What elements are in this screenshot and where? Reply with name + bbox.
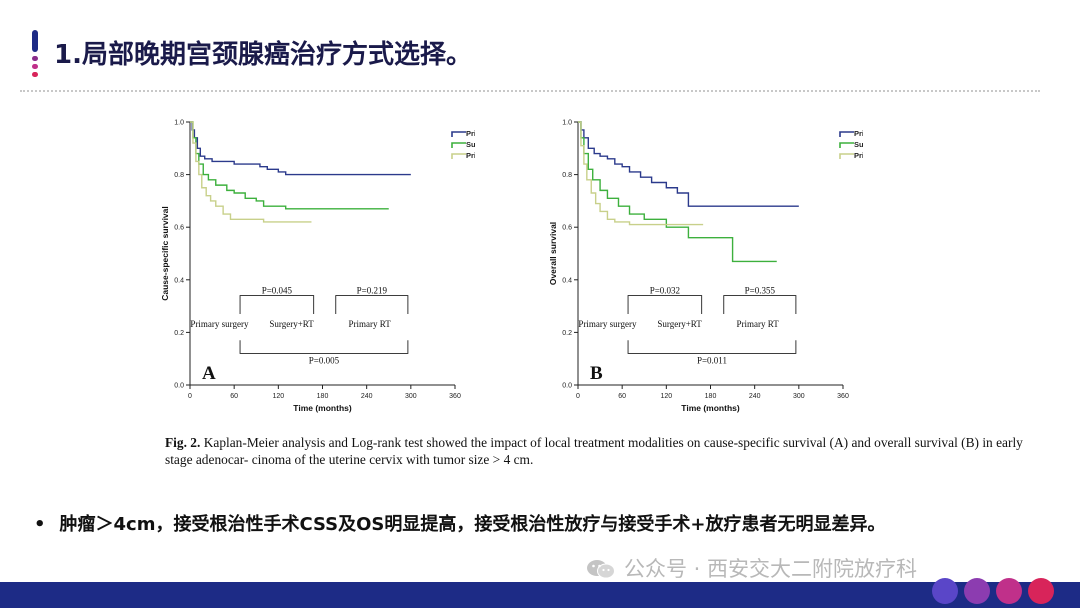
chart-a-cause-specific-survival: 0 60 120 180 240 300 360 0.0 0.2 0.4 0.6 0.8 1.0 Time…: [160, 120, 475, 414]
legend-swatch: [839, 131, 854, 137]
legend-entry: Primary RT: [466, 151, 475, 160]
legend-entry: Surgery+RT: [466, 140, 475, 149]
x-tick-label: 180: [317, 393, 329, 400]
annotation-bracket: [335, 295, 409, 314]
y-tick-label: 0.6: [174, 225, 184, 232]
annotation-bracket: [627, 340, 797, 354]
annotation-p-value: P=0.045: [262, 286, 293, 296]
series-line-surgery-rt: [190, 121, 389, 210]
panel-label: A: [202, 363, 216, 384]
x-tick-label: 240: [749, 393, 761, 400]
figure-caption: Fig. 2. Kaplan-Meier analysis and Log-ra…: [165, 434, 1045, 468]
x-tick-label: 0: [576, 393, 580, 400]
y-tick-label: 1.0: [174, 120, 184, 127]
y-tick-label: 0.8: [562, 172, 572, 179]
annotation-p-value: P=0.355: [745, 286, 776, 296]
annotation-bracket: [723, 295, 797, 314]
footer-decor-circles: [914, 572, 1064, 608]
legend-entry: Primary RT: [854, 151, 863, 160]
wechat-icon: [587, 560, 615, 579]
decor-circle: [996, 578, 1022, 604]
annotation-p-value: P=0.032: [650, 286, 680, 296]
x-axis-label: Time (months): [293, 403, 352, 413]
annotation-group-label: Primary RT: [349, 319, 392, 329]
y-tick-label: 0.0: [174, 383, 184, 390]
panel-label: B: [590, 363, 603, 384]
bullet-text: 肿瘤＞4cm，接受根治性手术CSS及OS明显提高，接受根治性放疗与接受手术+放疗…: [59, 514, 886, 535]
annotation-bracket: [239, 340, 409, 354]
legend-swatch: [839, 142, 854, 148]
series-line-surgery-rt: [578, 121, 777, 263]
annotation-group-label: Surgery+RT: [269, 319, 314, 329]
chart-b-overall-survival: 0 60 120 180 240 300 360 0.0 0.2 0.4 0.6 0.8 1.0 Time…: [548, 120, 863, 414]
x-tick-label: 120: [272, 393, 284, 400]
series-line-primary-surgery: [190, 121, 411, 176]
x-tick-label: 360: [837, 393, 849, 400]
decor-circle: [964, 578, 990, 604]
x-tick-label: 120: [660, 393, 672, 400]
legend-swatch: [451, 131, 466, 137]
legend-swatch: [451, 153, 466, 159]
annotation-bracket: [239, 295, 315, 314]
annotation-group-label: Primary RT: [737, 319, 780, 329]
annotation-group-label: Surgery+RT: [657, 319, 702, 329]
y-axis-label: Overall survival: [548, 222, 558, 285]
bullet-point: • 肿瘤＞4cm，接受根治性手术CSS及OS明显提高，接受根治性放疗与接受手术+放…: [34, 510, 885, 536]
x-tick-label: 60: [618, 393, 626, 400]
annotation-group-label: Primary surgery: [190, 319, 249, 329]
annotation-p-value: P=0.005: [309, 355, 340, 365]
page-title: 1.局部晚期宫颈腺癌治疗方式选择。: [54, 40, 472, 70]
footer-band: [0, 582, 1080, 608]
x-axis-label: Time (months): [681, 403, 740, 413]
title-divider: [20, 90, 1040, 92]
legend-entry: Surgery+RT: [854, 140, 863, 149]
series-line-primary-rt: [578, 121, 704, 226]
bullet-dot-icon: •: [34, 514, 46, 535]
x-tick-label: 300: [793, 393, 805, 400]
caption-label: Fig. 2.: [165, 435, 201, 450]
y-tick-label: 0.0: [562, 383, 572, 390]
x-tick-label: 240: [361, 393, 373, 400]
title-accent-bar: [32, 30, 38, 78]
x-tick-label: 0: [188, 393, 192, 400]
annotation-p-value: P=0.219: [357, 286, 388, 296]
legend-entry: Primary surgery: [854, 129, 863, 138]
y-tick-label: 0.6: [562, 225, 572, 232]
y-tick-label: 0.8: [174, 172, 184, 179]
legend-swatch: [839, 153, 854, 159]
y-tick-label: 0.4: [562, 277, 572, 284]
x-tick-label: 360: [449, 393, 461, 400]
annotation-bracket: [627, 295, 703, 314]
y-tick-label: 0.4: [174, 277, 184, 284]
x-tick-label: 300: [405, 393, 417, 400]
series-line-primary-surgery: [578, 121, 799, 207]
legend-swatch: [451, 142, 466, 148]
annotation-group-label: Primary surgery: [578, 319, 637, 329]
legend-entry: Primary surgery: [466, 129, 475, 138]
decor-circle: [1028, 578, 1054, 604]
x-tick-label: 180: [705, 393, 717, 400]
watermark-text: 公众号 · 西安交大二附院放疗科: [624, 557, 918, 581]
y-tick-label: 0.2: [174, 330, 184, 337]
annotation-p-value: P=0.011: [697, 355, 727, 365]
decor-circle: [932, 578, 958, 604]
series-line-primary-rt: [190, 121, 312, 223]
x-tick-label: 60: [230, 393, 238, 400]
y-tick-label: 1.0: [562, 120, 572, 127]
y-axis-label: Cause-specific survival: [160, 206, 170, 301]
y-tick-label: 0.2: [562, 330, 572, 337]
caption-text: Kaplan-Meier analysis and Log-rank test …: [165, 435, 1023, 467]
watermark: 公众号 · 西安交大二附院放疗科: [586, 553, 917, 583]
